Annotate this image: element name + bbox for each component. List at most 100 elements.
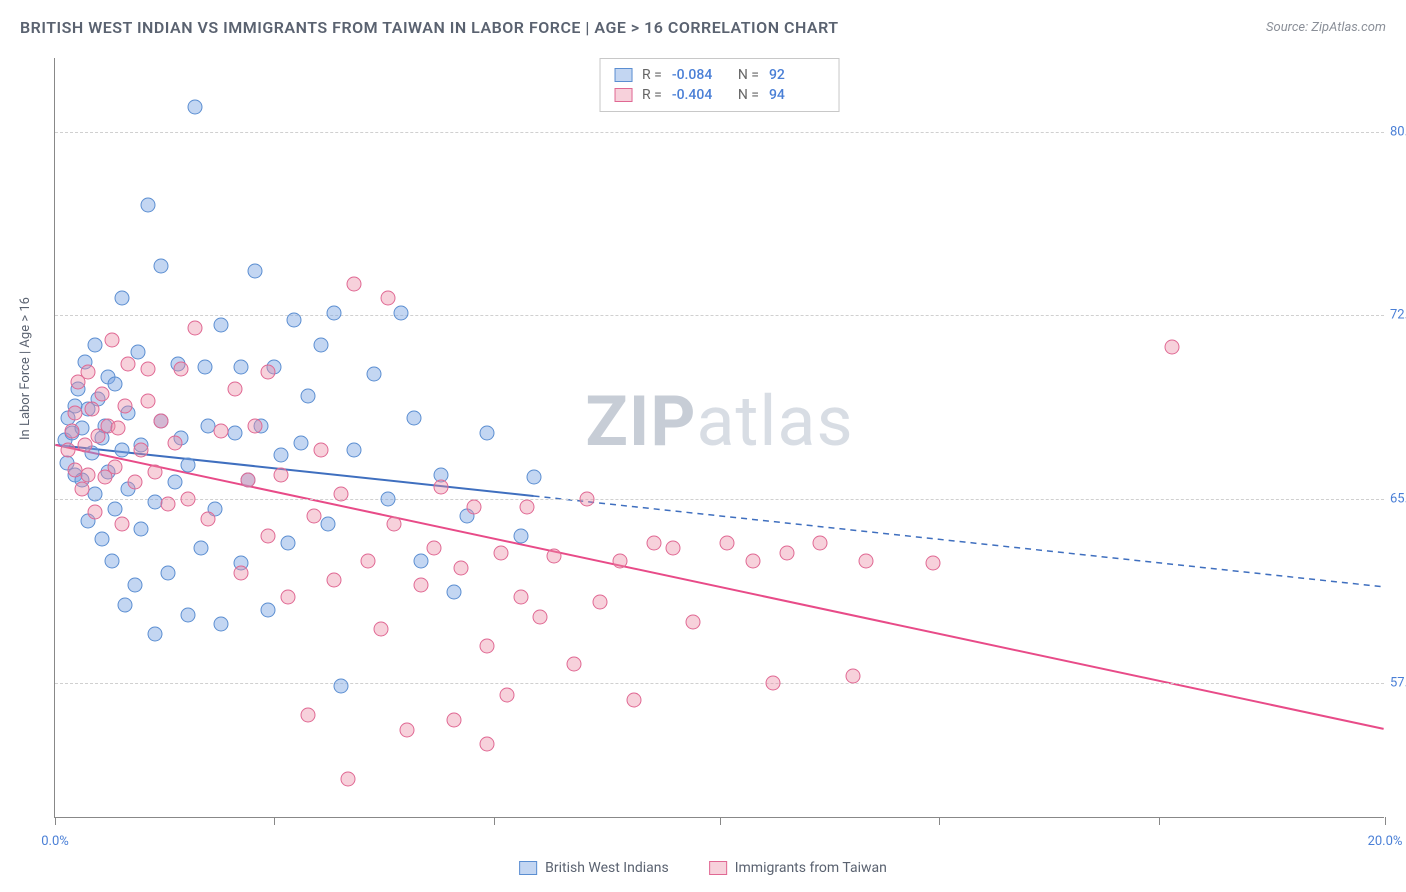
data-point	[227, 381, 242, 396]
data-point	[101, 418, 116, 433]
data-point	[71, 381, 86, 396]
data-point	[746, 553, 761, 568]
data-point	[141, 198, 156, 213]
data-point	[433, 467, 448, 482]
data-point	[107, 502, 122, 517]
data-point	[533, 609, 548, 624]
chart-header: BRITISH WEST INDIAN VS IMMIGRANTS FROM T…	[20, 18, 1386, 37]
data-point	[925, 556, 940, 571]
data-point	[77, 438, 92, 453]
data-point	[81, 514, 96, 529]
data-point	[59, 455, 74, 470]
chart-plot-area: ZIPatlas R =-0.084N =92R =-0.404N =94 57…	[54, 58, 1384, 818]
data-point	[67, 462, 82, 477]
data-point	[147, 627, 162, 642]
gridline	[55, 499, 1384, 500]
data-point	[94, 431, 109, 446]
data-point	[347, 276, 362, 291]
data-point	[214, 423, 229, 438]
legend-label: Immigrants from Taiwan	[735, 860, 887, 876]
data-point	[107, 377, 122, 392]
data-point	[187, 100, 202, 115]
data-point	[67, 467, 82, 482]
data-point	[626, 693, 641, 708]
x-tick	[55, 817, 56, 825]
data-point	[274, 448, 289, 463]
data-point	[407, 411, 422, 426]
data-point	[84, 445, 99, 460]
data-point	[314, 337, 329, 352]
data-point	[171, 357, 186, 372]
data-point	[127, 578, 142, 593]
legend-swatch	[709, 861, 727, 875]
stat-r-value: -0.404	[672, 87, 728, 103]
y-axis-label: In Labor Force | Age > 16	[18, 297, 33, 440]
data-point	[327, 573, 342, 588]
data-point	[340, 771, 355, 786]
data-point	[61, 411, 76, 426]
data-point	[200, 418, 215, 433]
data-point	[134, 438, 149, 453]
data-point	[121, 406, 136, 421]
data-point	[254, 418, 269, 433]
data-point	[197, 359, 212, 374]
data-point	[300, 708, 315, 723]
data-point	[779, 546, 794, 561]
data-point	[181, 457, 196, 472]
data-point	[181, 607, 196, 622]
data-point	[97, 418, 112, 433]
source-label: Source: ZipAtlas.com	[1266, 20, 1386, 35]
data-point	[546, 548, 561, 563]
data-point	[240, 472, 255, 487]
trend-lines-svg	[55, 58, 1384, 817]
data-point	[460, 509, 475, 524]
data-point	[194, 541, 209, 556]
data-point	[77, 355, 92, 370]
data-point	[101, 465, 116, 480]
data-point	[74, 482, 89, 497]
y-tick-label: 57.5%	[1390, 676, 1406, 691]
data-point	[493, 546, 508, 561]
data-point	[64, 426, 79, 441]
data-point	[280, 536, 295, 551]
data-point	[413, 578, 428, 593]
gridline	[55, 132, 1384, 133]
data-point	[380, 291, 395, 306]
data-point	[167, 435, 182, 450]
data-point	[393, 305, 408, 320]
data-point	[97, 470, 112, 485]
data-point	[812, 536, 827, 551]
data-point	[1165, 340, 1180, 355]
data-point	[117, 399, 132, 414]
data-point	[307, 509, 322, 524]
legend-swatch	[614, 88, 632, 102]
data-point	[67, 399, 82, 414]
x-tick	[1159, 817, 1160, 825]
stat-n-label: N =	[738, 87, 759, 103]
stat-r-label: R =	[642, 87, 662, 103]
data-point	[447, 712, 462, 727]
data-point	[267, 359, 282, 374]
data-point	[101, 369, 116, 384]
data-point	[84, 401, 99, 416]
data-point	[167, 475, 182, 490]
data-point	[513, 590, 528, 605]
data-point	[260, 364, 275, 379]
data-point	[333, 678, 348, 693]
data-point	[174, 431, 189, 446]
data-point	[134, 521, 149, 536]
data-point	[91, 391, 106, 406]
data-point	[859, 553, 874, 568]
data-point	[294, 435, 309, 450]
data-point	[719, 536, 734, 551]
stat-n-value: 92	[769, 67, 825, 83]
series-legend: British West IndiansImmigrants from Taiw…	[519, 860, 887, 876]
data-point	[520, 499, 535, 514]
watermark-rest: atlas	[696, 381, 853, 463]
legend-item: Immigrants from Taiwan	[709, 860, 887, 876]
x-tick	[1385, 817, 1386, 825]
data-point	[593, 595, 608, 610]
data-point	[64, 423, 79, 438]
data-point	[300, 389, 315, 404]
data-point	[121, 482, 136, 497]
